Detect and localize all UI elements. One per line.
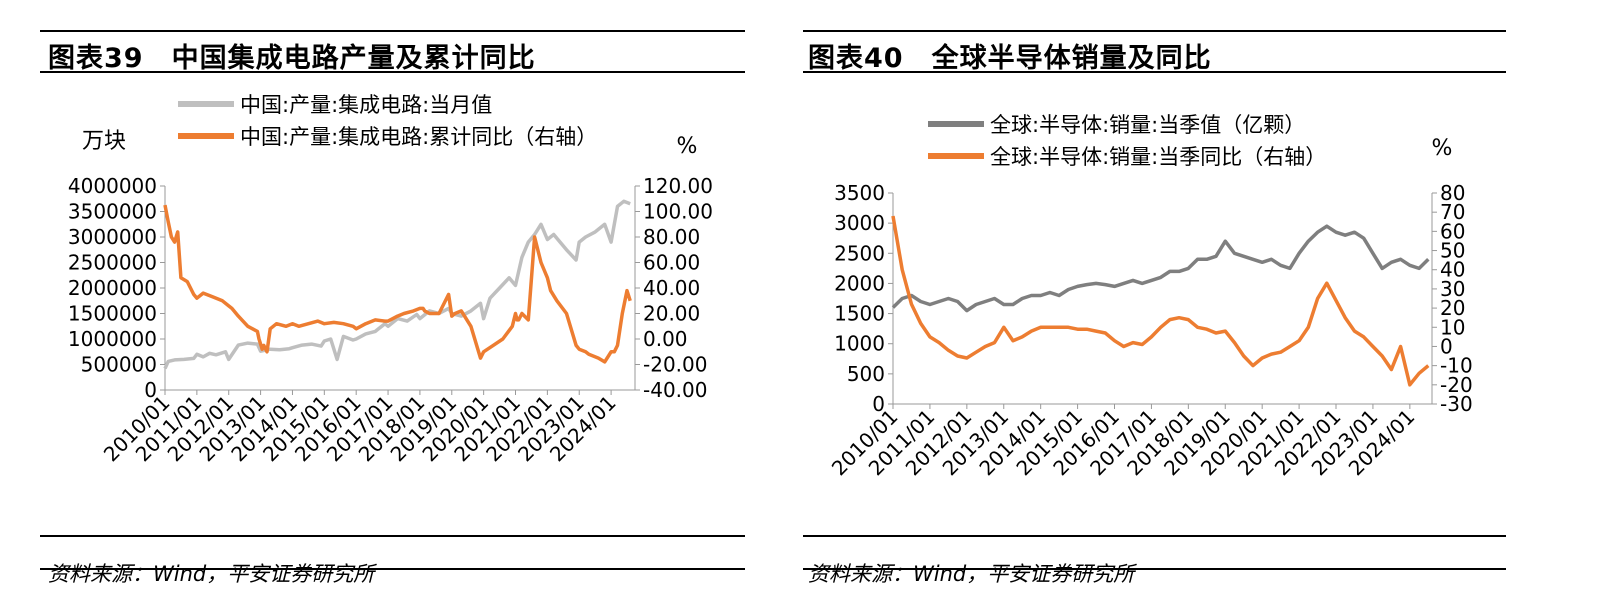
source-top-rule (803, 535, 1506, 537)
series-line-1 (891, 224, 1430, 313)
series-line-1 (163, 199, 631, 370)
y-tick-label-right: 0 (1440, 334, 1453, 358)
panel-chart-39: 图表39 中国集成电路产量及累计同比 4000000 3500000 3000000… (0, 0, 790, 603)
y-tick-label-right: 80 (1440, 181, 1465, 205)
y-tick-label-left: 2500000 (68, 251, 157, 275)
legend-label-1: 中国:产量:集成电路:当月值 (240, 93, 492, 117)
chart-40-svg: 3500 3000 2500 2000 1500 1000 500 0 807060504030… (827, 113, 1473, 480)
y-tick-label-left: 2000 (834, 271, 885, 295)
y-tick-label-right: 10 (1440, 315, 1465, 339)
series-line-2 (891, 215, 1430, 387)
series-line-2 (163, 204, 632, 364)
title-bottom-rule (40, 71, 745, 73)
source-top-rule (40, 535, 745, 537)
legend-label-2: 全球:半导体:销量:当季同比（右轴） (990, 145, 1326, 169)
panel-chart-40: 图表40 全球半导体销量及同比 3500 3000 2500 2000 1500 1000… (800, 0, 1617, 603)
y-tick-label-right: 70 (1440, 200, 1465, 224)
y-tick-label-right: 30 (1440, 277, 1465, 301)
y-tick-label-right: 100.00 (643, 200, 713, 224)
figure-title: 图表39 中国集成电路产量及累计同比 (48, 43, 536, 74)
legend-label-1: 全球:半导体:销量:当季值（亿颗） (990, 113, 1305, 137)
y-tick-label-right: 60.00 (643, 251, 700, 275)
y-tick-label-right: -30 (1440, 392, 1473, 416)
y-axis-unit-right: % (677, 134, 698, 159)
source-bottom-rule (40, 568, 745, 570)
title-top-rule (40, 30, 745, 32)
y-tick-label-left: 4000000 (68, 174, 157, 198)
y-tick-label-right: 40 (1440, 258, 1465, 282)
y-tick-label-left: 500000 (81, 353, 157, 377)
y-tick-label-left: 1500 (834, 302, 885, 326)
y-tick-label-right: 60 (1440, 219, 1465, 243)
y-tick-label-left: 500 (847, 362, 885, 386)
y-tick-label-right: -20.00 (643, 353, 707, 377)
y-tick-label-right: 80.00 (643, 225, 700, 249)
y-tick-label-left: 1000000 (68, 327, 157, 351)
y-tick-label-right: 0.00 (643, 327, 688, 351)
title-bottom-rule (803, 71, 1506, 73)
y-tick-label-left: 3000 (834, 211, 885, 235)
y-tick-label-left: 3500000 (68, 200, 157, 224)
y-tick-label-left: 2000000 (68, 276, 157, 300)
y-tick-label-right: -10 (1440, 354, 1473, 378)
source-note: 资料来源：Wind，平安证券研究所 (808, 562, 1135, 586)
y-tick-label-right: 120.00 (643, 174, 713, 198)
y-tick-label-right: 20 (1440, 296, 1465, 320)
y-tick-label-left: 3500 (834, 181, 885, 205)
figure-title: 图表40 全球半导体销量及同比 (808, 43, 1212, 74)
y-tick-label-left: 0 (872, 392, 885, 416)
y-tick-label-right: 50 (1440, 239, 1465, 263)
y-tick-label-right: 20.00 (643, 302, 700, 326)
source-note: 资料来源：Wind，平安证券研究所 (48, 562, 375, 586)
y-tick-label-left: 1500000 (68, 302, 157, 326)
y-axis-unit-right: % (1432, 136, 1453, 161)
y-tick-label-left: 3000000 (68, 225, 157, 249)
source-bottom-rule (803, 568, 1506, 570)
y-tick-label-left: 2500 (834, 241, 885, 265)
legend-label-2: 中国:产量:集成电路:累计同比（右轴） (240, 125, 597, 149)
y-tick-label-left: 0 (144, 378, 157, 402)
title-top-rule (803, 30, 1506, 32)
y-tick-label-right: -40.00 (643, 378, 707, 402)
y-tick-label-right: -20 (1440, 373, 1473, 397)
y-tick-label-right: 40.00 (643, 276, 700, 300)
y-tick-label-left: 1000 (834, 332, 885, 356)
y-axis-unit-left: 万块 (82, 129, 126, 154)
chart-39-svg: 4000000350000030000002500000200000015000… (68, 93, 713, 466)
